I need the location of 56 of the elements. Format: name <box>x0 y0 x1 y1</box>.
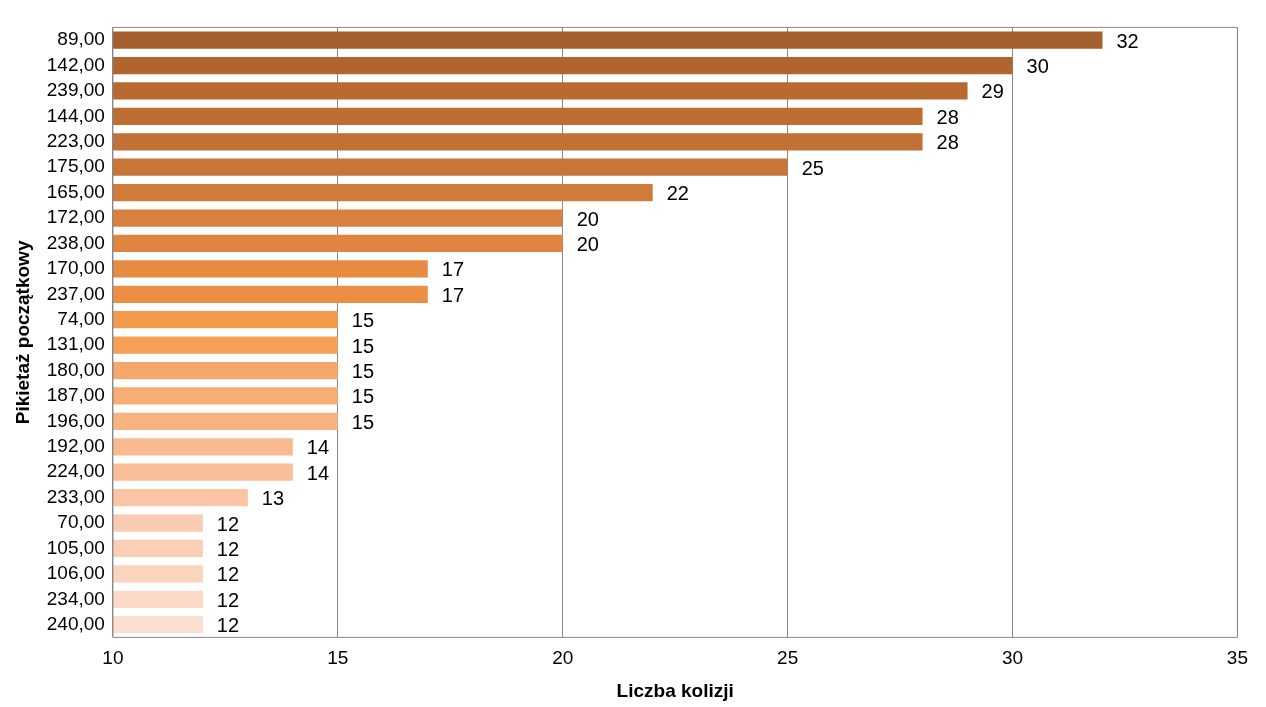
y-tick-label: 172,00 <box>46 206 105 228</box>
x-axis-title: Liczba kolizji <box>616 679 734 701</box>
x-tick-label: 25 <box>777 647 799 669</box>
y-tick-label: 144,00 <box>46 104 105 126</box>
data-label: 25 <box>801 156 824 179</box>
data-label: 15 <box>351 410 375 433</box>
y-tick-label: 180,00 <box>46 358 105 380</box>
y-tick-label: 74,00 <box>57 307 105 329</box>
data-label: 20 <box>576 232 599 255</box>
x-tick-label: 20 <box>552 647 574 669</box>
y-tick-label: 187,00 <box>46 384 105 406</box>
y-axis-title: Pikietaż początkowy <box>11 240 33 425</box>
y-tick-label: 70,00 <box>57 511 105 533</box>
data-label: 15 <box>351 334 375 357</box>
y-tick-label: 170,00 <box>46 257 105 279</box>
y-tick-label: 238,00 <box>46 231 105 253</box>
data-label: 12 <box>216 512 240 535</box>
data-label: 12 <box>216 614 240 637</box>
y-tick-label: 239,00 <box>46 79 105 101</box>
y-tick-label: 223,00 <box>46 130 105 152</box>
data-label: 13 <box>261 487 285 510</box>
data-label: 29 <box>981 80 1004 103</box>
data-label: 30 <box>1026 55 1049 78</box>
data-label: 14 <box>306 436 330 459</box>
y-tick-label: 106,00 <box>46 562 105 584</box>
y-tick-label: 234,00 <box>46 587 105 609</box>
y-tick-label: 175,00 <box>46 155 105 177</box>
y-tick-label: 142,00 <box>46 53 105 75</box>
y-tick-label: 237,00 <box>46 282 105 304</box>
data-label: 14 <box>306 461 330 484</box>
data-label: 20 <box>576 207 599 230</box>
data-label: 12 <box>216 563 240 586</box>
data-label: 22 <box>666 182 689 205</box>
y-tick-label: 131,00 <box>46 333 105 355</box>
x-tick-label: 10 <box>102 647 124 669</box>
data-label: 32 <box>1116 29 1139 52</box>
data-label: 15 <box>351 309 375 332</box>
x-tick-label: 15 <box>327 647 349 669</box>
data-label: 15 <box>351 360 375 383</box>
data-label: 12 <box>216 537 240 560</box>
data-label: 28 <box>936 131 959 154</box>
data-label: 15 <box>351 385 375 408</box>
y-tick-label: 192,00 <box>46 435 105 457</box>
y-tick-label: 233,00 <box>46 485 105 507</box>
data-label: 17 <box>441 258 465 281</box>
y-tick-label: 165,00 <box>46 180 105 202</box>
y-tick-label: 240,00 <box>46 612 105 634</box>
data-label: 28 <box>936 105 959 128</box>
x-tick-label: 30 <box>1001 647 1024 669</box>
y-tick-label: 196,00 <box>46 409 105 431</box>
y-tick-label: 224,00 <box>46 460 105 482</box>
y-tick-label: 89,00 <box>57 28 105 50</box>
data-label: 17 <box>441 283 465 306</box>
data-label: 12 <box>216 588 240 611</box>
y-tick-label: 105,00 <box>46 536 105 558</box>
x-tick-label: 35 <box>1226 647 1248 669</box>
